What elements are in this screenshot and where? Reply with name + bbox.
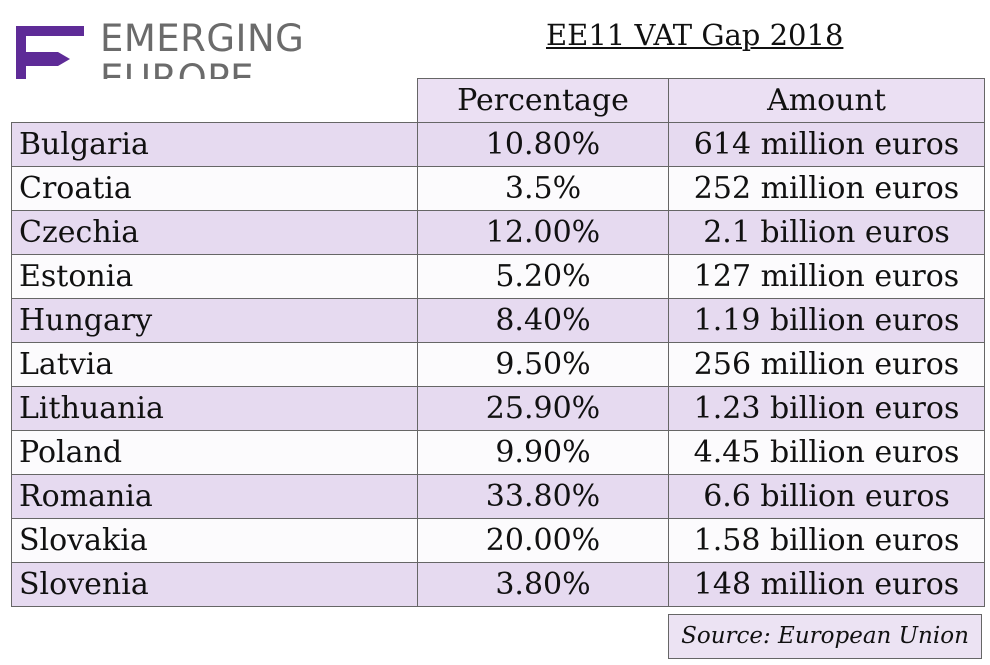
percentage-cell: 8.40% [417,298,669,343]
header-blank-cell [11,78,418,123]
table-header-row: Percentage Amount [11,78,985,123]
amount-cell: 2.1 billion euros [668,210,985,255]
amount-cell: 6.6 billion euros [668,474,985,519]
header-percentage: Percentage [417,78,669,123]
logo-line-1: EMERGING [100,17,305,60]
country-cell: Estonia [11,254,418,299]
amount-cell: 127 million euros [668,254,985,299]
country-cell: Lithuania [11,386,418,431]
table-row: Estonia 5.20% 127 million euros [11,254,985,299]
country-cell: Latvia [11,342,418,387]
percentage-cell: 10.80% [417,122,669,167]
amount-cell: 1.58 billion euros [668,518,985,563]
country-cell: Hungary [11,298,418,343]
percentage-cell: 3.80% [417,562,669,607]
table-row: Poland 9.90% 4.45 billion euros [11,430,985,475]
country-cell: Slovakia [11,518,418,563]
country-cell: Croatia [11,166,418,211]
table-row: Bulgaria 10.80% 614 million euros [11,122,985,167]
percentage-cell: 9.90% [417,430,669,475]
country-cell: Czechia [11,210,418,255]
amount-cell: 1.23 billion euros [668,386,985,431]
percentage-cell: 33.80% [417,474,669,519]
table-row: Lithuania 25.90% 1.23 billion euros [11,386,985,431]
percentage-cell: 12.00% [417,210,669,255]
table-row: Slovenia 3.80% 148 million euros [11,562,985,607]
table-row: Czechia 12.00% 2.1 billion euros [11,210,985,255]
percentage-cell: 25.90% [417,386,669,431]
table-row: Latvia 9.50% 256 million euros [11,342,985,387]
chart-title: EE11 VAT Gap 2018 [546,18,844,52]
table-row: Romania 33.80% 6.6 billion euros [11,474,985,519]
country-cell: Poland [11,430,418,475]
table-row: Croatia 3.5% 252 million euros [11,166,985,211]
percentage-cell: 20.00% [417,518,669,563]
table-body: Bulgaria 10.80% 614 million euros Croatia 3.… [11,122,985,607]
table-row: Slovakia 20.00% 1.58 billion euros [11,518,985,563]
country-cell: Slovenia [11,562,418,607]
amount-cell: 256 million euros [668,342,985,387]
source-note: Source: European Union [668,614,982,659]
country-cell: Bulgaria [11,122,418,167]
table-row: Hungary 8.40% 1.19 billion euros [11,298,985,343]
amount-cell: 252 million euros [668,166,985,211]
percentage-cell: 5.20% [417,254,669,299]
percentage-cell: 9.50% [417,342,669,387]
header-amount: Amount [668,78,985,123]
vat-gap-table: Percentage Amount Bulgaria 10.80% 614 mill… [11,78,985,607]
amount-cell: 1.19 billion euros [668,298,985,343]
percentage-cell: 3.5% [417,166,669,211]
amount-cell: 4.45 billion euros [668,430,985,475]
amount-cell: 614 million euros [668,122,985,167]
amount-cell: 148 million euros [668,562,985,607]
country-cell: Romania [11,474,418,519]
